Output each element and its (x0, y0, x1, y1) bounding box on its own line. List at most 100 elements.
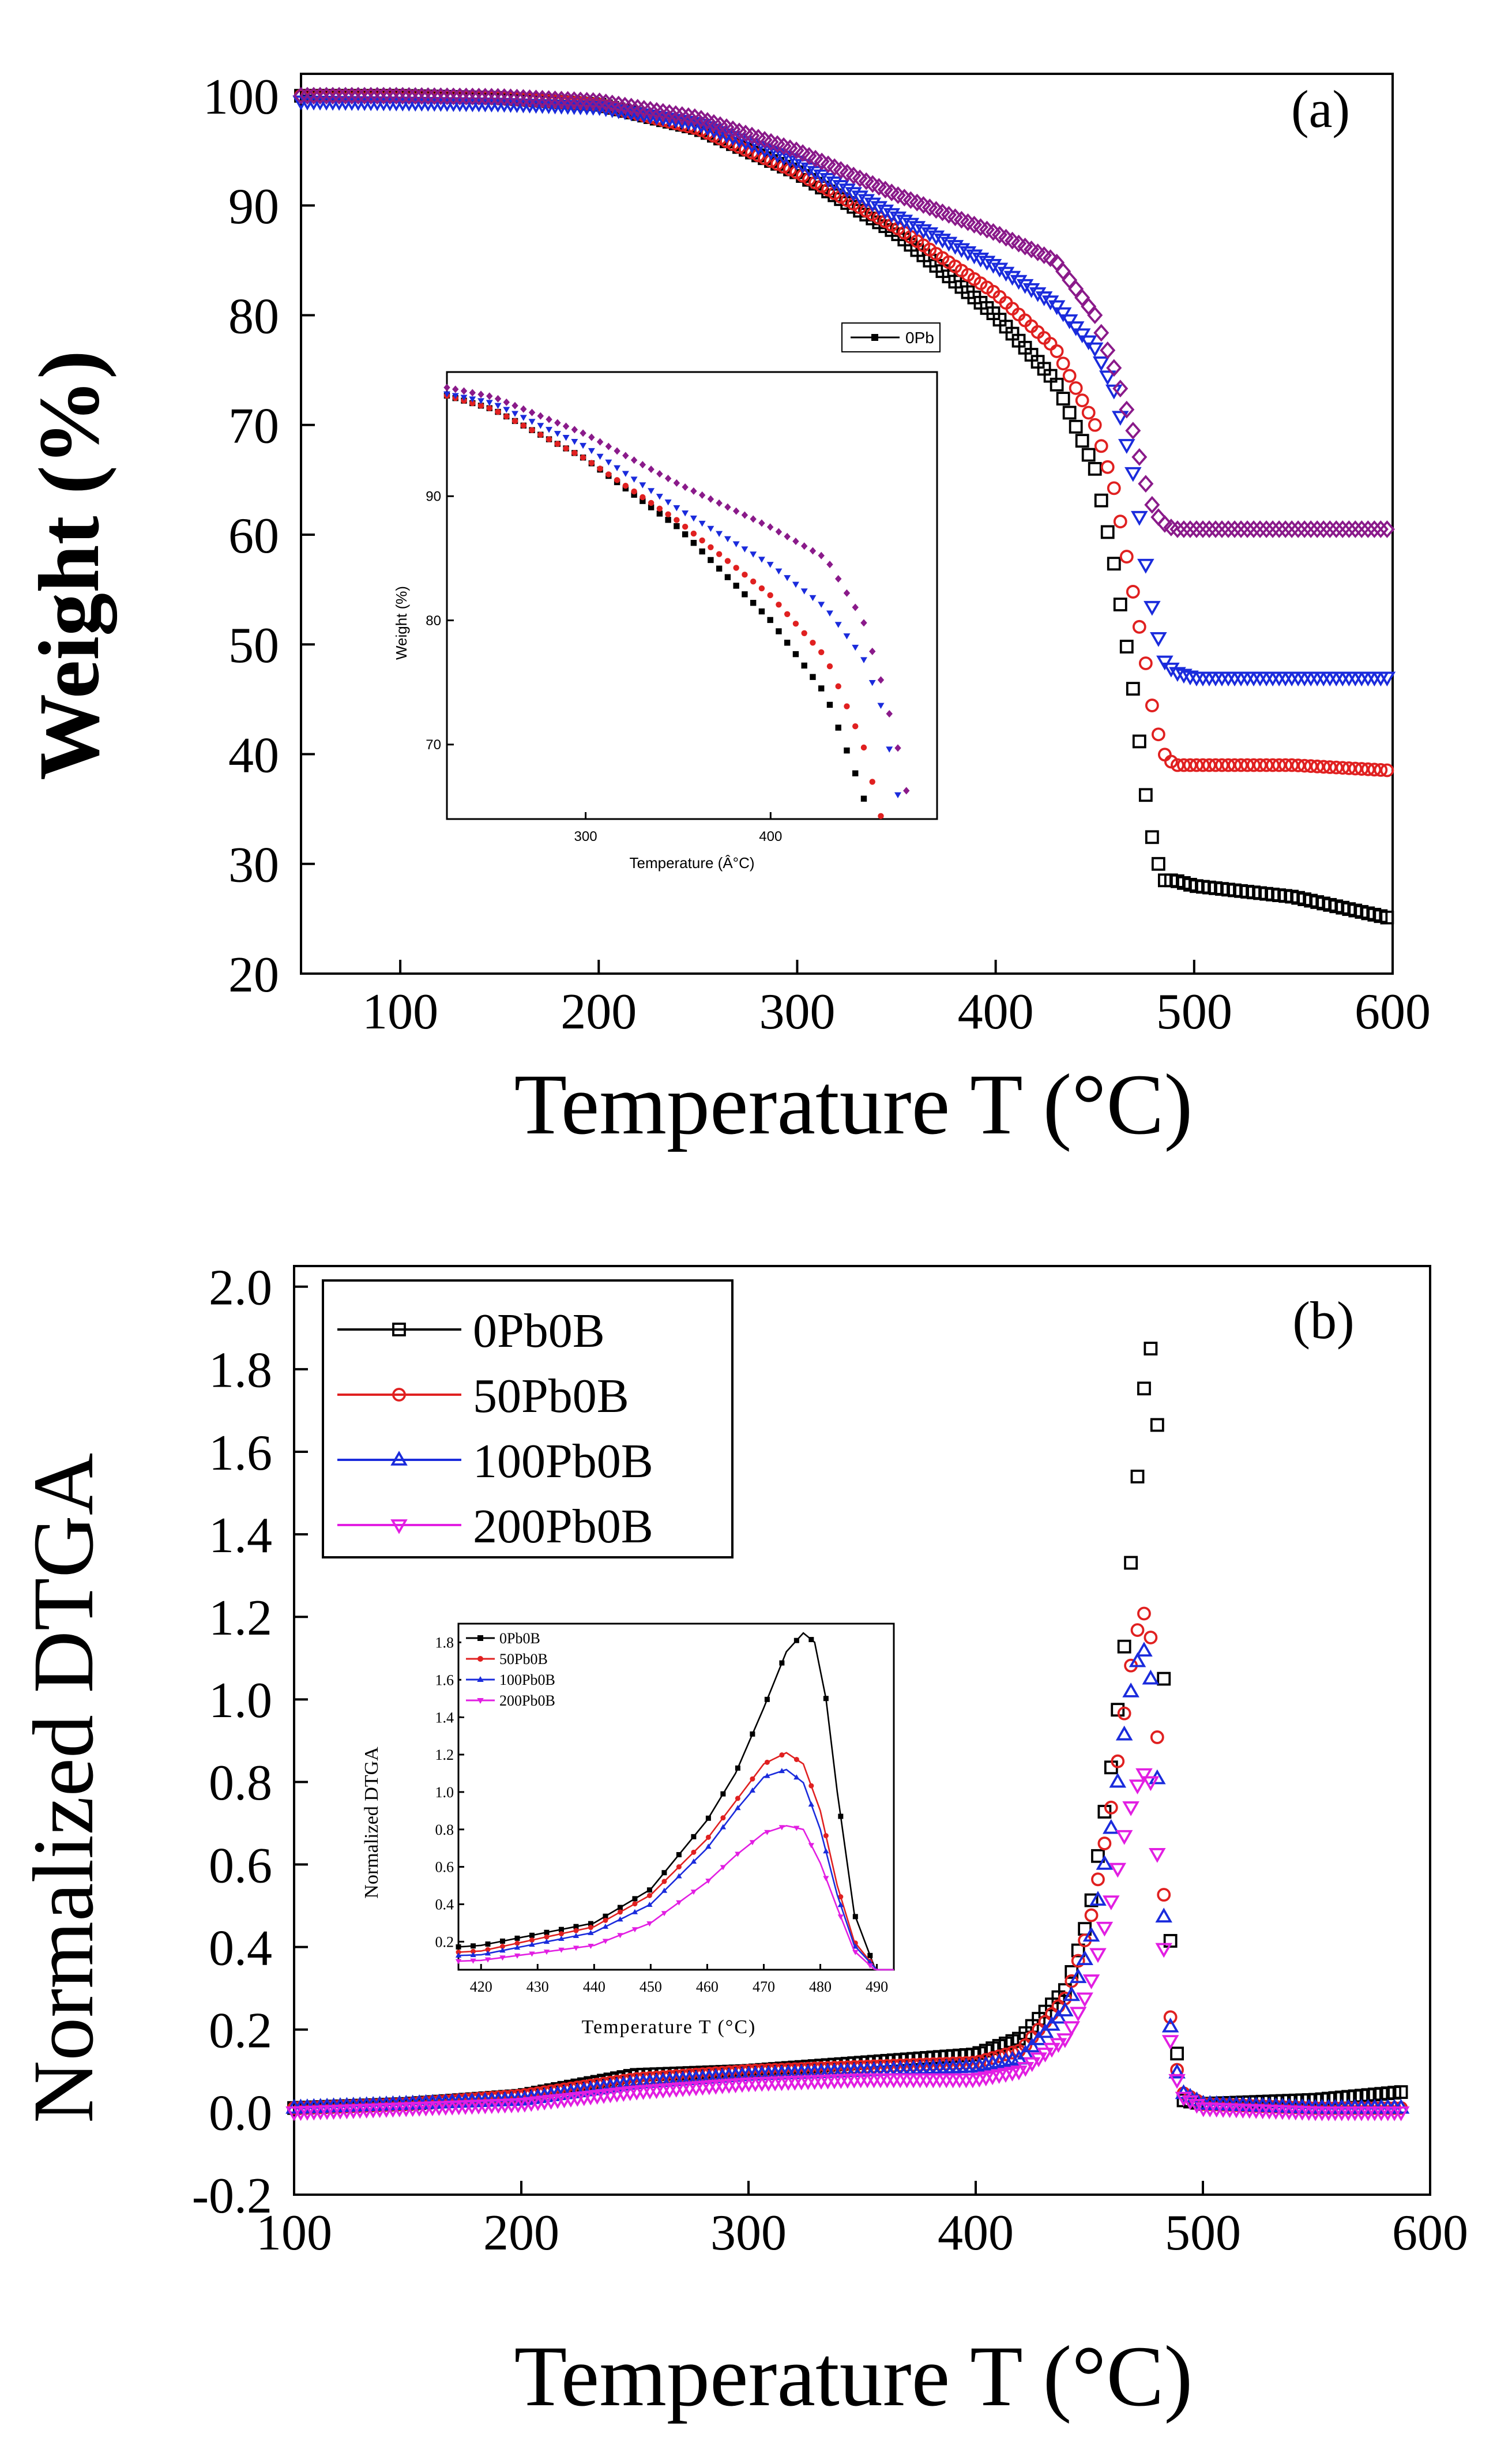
inset-a-data-point (674, 523, 680, 529)
panel-a-data-point (477, 88, 493, 106)
inset-a-data-point (614, 465, 621, 472)
panel-a: 100 200 300 400 500 600 20 30 40 50 60 70 80 90 100 (203, 69, 1431, 1040)
panel-a-data-point (991, 262, 1009, 278)
panel-b-data-point (1155, 1943, 1173, 1958)
inset-a-data-point (818, 602, 825, 608)
panel-b-data-point (1097, 1836, 1112, 1850)
inset-b-data-point (764, 1830, 770, 1835)
inset-b-data-point (573, 1928, 579, 1933)
inset-a-data-point (818, 649, 825, 656)
inset-a-data-point (869, 779, 875, 785)
panel-b-data-point (1144, 1631, 1158, 1644)
inset-a-data-point (733, 583, 739, 589)
inset-b-data-point (470, 1943, 476, 1949)
panel-a-data-point (1323, 760, 1337, 774)
panel-a-data-point (1296, 520, 1312, 538)
panel-a-data-point (490, 88, 506, 106)
panel-b-legend-marker (392, 1323, 406, 1336)
panel-a-data-point (833, 161, 849, 179)
panel-a-data-point (845, 187, 862, 202)
inset-b-data-point (588, 1921, 593, 1926)
inset-b-data-point (558, 1931, 564, 1937)
panel-a-data-point (896, 189, 912, 206)
inset-b-data-point (735, 1851, 741, 1857)
inset-b-data-point (603, 1917, 608, 1923)
inset-b-legend: 0Pb0B 50Pb0B 100Pb0B 200Pb0B (461, 1627, 600, 1717)
panel-a-data-point (573, 91, 589, 110)
panel-a-data-point (1003, 271, 1021, 286)
inset-a-data-point (503, 413, 510, 420)
inset-a-data-point (682, 523, 689, 530)
panel-a-data-point (1113, 598, 1127, 611)
panel-b-data-point (1063, 1986, 1081, 2001)
inset-b-data-point (779, 1660, 785, 1666)
panel-a-data-point (554, 91, 570, 109)
inset-b-data-point (485, 1947, 491, 1952)
inset-b-data-point (646, 1902, 653, 1907)
panel-a-data-point (820, 155, 836, 174)
inset-a-data-point (477, 398, 484, 404)
panel-a-data-point (1075, 434, 1089, 448)
panel-b-data-point (1091, 1872, 1105, 1887)
panel-a-series-3 (293, 87, 1395, 538)
panel-b-data-point (1017, 2061, 1035, 2077)
inset-a-data-point (664, 499, 672, 506)
panel-a-data-point (864, 175, 881, 193)
inset-a-data-point (486, 392, 493, 400)
inset-a-data-point (742, 591, 748, 598)
panel-b-data-point (1056, 2033, 1074, 2048)
inset-a-data-point (563, 445, 569, 452)
panel-a-data-point (1035, 291, 1053, 306)
panel-b-label: (b) (1292, 1291, 1354, 1350)
inset-a-data-point (826, 610, 833, 617)
inset-a-data-point (682, 483, 689, 491)
inset-a-data-point (844, 747, 850, 754)
inset-a-data-point (580, 429, 586, 437)
inset-a-series-3 (443, 384, 910, 795)
inset-a-data-point (877, 676, 885, 684)
inset-a-y-tick-label: 70 (426, 737, 441, 753)
panel-a-data-point (394, 87, 411, 105)
inset-b-data-point (823, 1876, 829, 1881)
inset-b-data-point (631, 1927, 638, 1933)
inset-b-legend-marker (477, 1656, 483, 1662)
inset-b-data-point (514, 1935, 520, 1941)
panel-a-data-point (1380, 910, 1394, 925)
inset-a-data-point (741, 511, 749, 519)
panel-a-data-point (889, 211, 907, 227)
inset-a-data-point (716, 531, 723, 538)
inset-b-data-point (499, 1944, 505, 1950)
inset-a-data-point (792, 537, 799, 545)
panel-a-data-point (1353, 520, 1370, 538)
panel-a-data-point (1177, 758, 1191, 772)
inset-b-data-point (676, 1852, 682, 1858)
panel-b-data-point (1023, 2037, 1041, 2053)
panel-b-data-point (1091, 1849, 1105, 1863)
panel-b-data-point (1111, 1754, 1125, 1768)
inset-a-data-point (588, 448, 595, 455)
inset-a-data-point (776, 602, 782, 608)
panel-a-data-point (1062, 405, 1077, 420)
panel-a-data-point (1111, 411, 1129, 426)
panel-a-data-point (1112, 380, 1129, 397)
panel-a-data-point (1138, 656, 1153, 670)
panel-a-data-point (826, 158, 842, 176)
inset-b-data-point (603, 1913, 608, 1919)
inset-b-data-point (867, 1963, 873, 1969)
inset-a-data-point (674, 517, 680, 523)
inset-a-data-point (716, 565, 723, 572)
inset-a-data-point (648, 465, 655, 474)
panel-a-data-point (528, 89, 544, 108)
inset-a-data-point (716, 551, 723, 557)
inset-a-data-point (511, 401, 518, 410)
inset-a-data-point (503, 407, 510, 413)
panel-a-data-point (420, 87, 436, 105)
panel-a-data-point (1150, 632, 1167, 647)
inset-a-data-point (741, 546, 749, 553)
inset-b-data-point (632, 1896, 638, 1902)
panel-a-data-point (375, 87, 392, 105)
inset-b-data-point (617, 1933, 623, 1939)
panel-b-data-point (1030, 2030, 1047, 2045)
panel-b-y-tick-label: 0.4 (209, 1920, 272, 1976)
panel-b-data-point (1109, 1862, 1127, 1878)
